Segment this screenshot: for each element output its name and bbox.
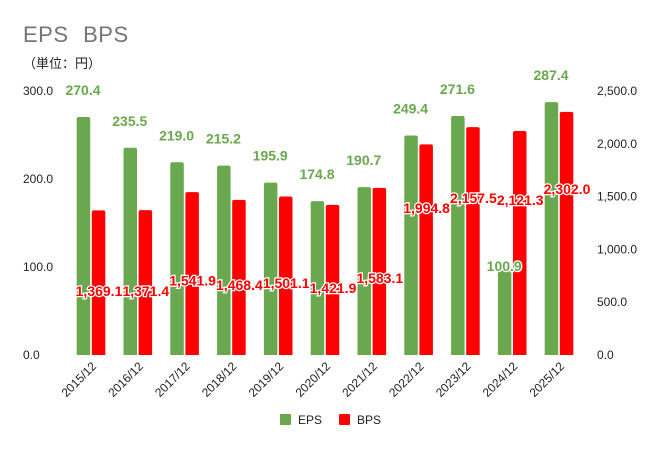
x-tick-label: 2023/12 [433, 359, 474, 400]
eps-data-label: 100.9 [487, 258, 522, 274]
y-right-tick-label: 2,000.0 [597, 137, 637, 151]
y-right-tick-label: 0.0 [597, 348, 614, 362]
eps-data-label: 219.0 [159, 127, 194, 143]
legend-bps-label: BPS [357, 413, 381, 427]
x-tick-label: 2018/12 [199, 359, 240, 400]
eps-data-label: 215.2 [206, 131, 241, 147]
legend-eps-swatch [280, 414, 291, 425]
eps-data-label: 249.4 [393, 101, 428, 117]
bps-data-label: 1,468.4 [216, 277, 263, 293]
eps-data-label: 174.8 [299, 166, 334, 182]
bps-data-label: 2,302.0 [544, 181, 591, 197]
bps-data-label: 1,583.1 [356, 270, 403, 286]
bps-data-label: 2,157.5 [450, 190, 497, 206]
bps-bar [372, 187, 387, 355]
x-tick-label: 2020/12 [293, 359, 334, 400]
eps-data-label: 235.5 [112, 113, 147, 129]
y-right-tick-label: 500.0 [597, 295, 627, 309]
eps-bar [263, 182, 278, 355]
bps-data-label: 2,121.3 [497, 192, 544, 208]
eps-data-label: 271.6 [440, 81, 475, 97]
y-left-tick-label: 100.0 [23, 260, 53, 274]
bps-bar [91, 210, 106, 355]
y-right-tick-label: 2,500.0 [597, 84, 637, 98]
bps-bar [185, 192, 199, 355]
y-left-tick-label: 300.0 [23, 84, 53, 98]
y-left-tick-label: 0.0 [23, 348, 40, 362]
y-right-tick-label: 1,000.0 [597, 242, 637, 256]
eps-data-label: 190.7 [346, 152, 381, 168]
bps-data-label: 1,421.9 [310, 280, 357, 296]
x-tick-label: 2025/12 [527, 359, 568, 400]
eps-bar [497, 266, 512, 355]
eps-bar [170, 162, 184, 355]
eps-bar [123, 147, 137, 355]
x-tick-label: 2022/12 [386, 359, 427, 400]
eps-bar [76, 117, 91, 355]
y-left-tick-label: 200.0 [23, 172, 53, 186]
x-tick-label: 2016/12 [105, 359, 146, 400]
eps-bar [357, 187, 371, 355]
bps-data-label: 1,994.8 [403, 200, 450, 216]
eps-data-label: 287.4 [533, 67, 568, 83]
chart-subtitle: （単位：円） [23, 56, 102, 71]
chart-title: EPS BPS [23, 22, 129, 47]
eps-bar [544, 102, 559, 355]
bps-bar [466, 127, 480, 355]
legend-bps-swatch [339, 414, 350, 425]
bps-data-label: 1,501.1 [263, 275, 310, 291]
y-right-tick-label: 1,500.0 [597, 190, 637, 204]
eps-bar [404, 135, 418, 355]
x-tick-label: 2024/12 [480, 359, 521, 400]
x-tick-label: 2015/12 [59, 359, 100, 400]
eps-bar [451, 115, 465, 355]
bps-bar [559, 111, 574, 355]
bps-bar [138, 210, 153, 355]
legend-eps-label: EPS [298, 413, 322, 427]
eps-data-label: 195.9 [253, 148, 288, 164]
eps-bar [217, 165, 231, 355]
x-tick-label: 2019/12 [246, 359, 287, 400]
x-tick-label: 2021/12 [339, 359, 380, 400]
bps-bar [325, 204, 340, 355]
bps-bar [279, 196, 293, 355]
eps-data-label: 270.4 [65, 82, 100, 98]
bps-data-label: 1,369.1 [76, 283, 123, 299]
bps-bar [232, 199, 246, 355]
eps-bar [310, 201, 325, 355]
bps-data-label: 1,541.9 [169, 273, 216, 289]
bps-data-label: 1,371.4 [122, 283, 169, 299]
bps-bar [513, 130, 527, 355]
x-tick-label: 2017/12 [152, 359, 193, 400]
bps-bar [419, 144, 433, 355]
